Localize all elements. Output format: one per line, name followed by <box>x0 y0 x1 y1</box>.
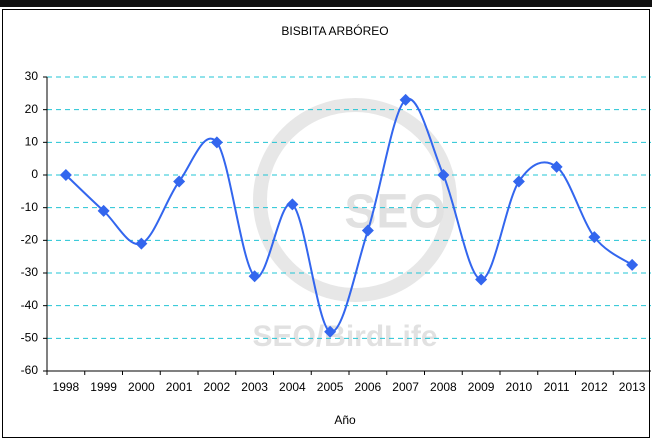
x-axis-label: Año <box>334 413 356 427</box>
watermark-brand: SEO/BirdLife <box>252 320 437 353</box>
point-marker <box>286 198 299 211</box>
point-marker <box>97 204 110 217</box>
point-marker <box>399 93 412 106</box>
x-tick-label: 2011 <box>544 380 570 394</box>
y-tick-label: -40 <box>21 298 39 312</box>
logo-ring <box>253 98 457 302</box>
x-tick-label: 2013 <box>619 380 646 394</box>
chart-title: BISBITA ARBÓREO <box>281 23 388 38</box>
x-tick-label: 2005 <box>317 380 344 394</box>
x-tick-label: 2009 <box>468 380 495 394</box>
y-tick-label: -50 <box>21 331 39 345</box>
point-marker <box>173 175 186 188</box>
y-tick-label: -30 <box>21 265 39 279</box>
y-tick-label: 20 <box>25 102 39 116</box>
point-marker <box>361 224 374 237</box>
x-tick-label: 2008 <box>430 380 457 394</box>
x-tick-label: 2002 <box>204 380 231 394</box>
top-bar <box>0 0 652 7</box>
x-tick-label: 1998 <box>53 380 80 394</box>
point-marker <box>210 136 223 149</box>
x-tick-label: 2001 <box>166 380 193 394</box>
y-tick-label: -60 <box>21 363 39 377</box>
point-marker <box>135 237 148 250</box>
x-tick-label: 1999 <box>90 380 117 394</box>
x-tick-label: 2003 <box>241 380 268 394</box>
x-tick-label: 2012 <box>581 380 608 394</box>
y-tick-label: 0 <box>31 167 38 181</box>
point-marker <box>475 273 488 286</box>
x-tick-label: 2000 <box>128 380 155 394</box>
frame <box>2 9 650 438</box>
point-marker <box>588 231 601 244</box>
y-tick-label: -10 <box>21 200 39 214</box>
point-marker <box>59 169 72 181</box>
x-tick-label: 2004 <box>279 380 306 394</box>
point-marker <box>512 175 525 188</box>
y-tick-label: 30 <box>25 69 39 83</box>
point-marker <box>550 160 563 173</box>
point-marker <box>626 258 639 271</box>
point-marker <box>437 169 450 181</box>
x-tick-label: 2010 <box>506 380 533 394</box>
point-marker <box>324 325 337 338</box>
watermark-logo: SEO SEO/BirdLife <box>252 98 457 353</box>
watermark-seo: SEO <box>344 186 445 239</box>
point-marker <box>248 270 261 283</box>
y-tick-label: 10 <box>25 135 39 149</box>
x-tick-label: 2007 <box>392 380 419 394</box>
y-tick-label: -20 <box>21 233 39 247</box>
x-tick-label: 2006 <box>355 380 382 394</box>
